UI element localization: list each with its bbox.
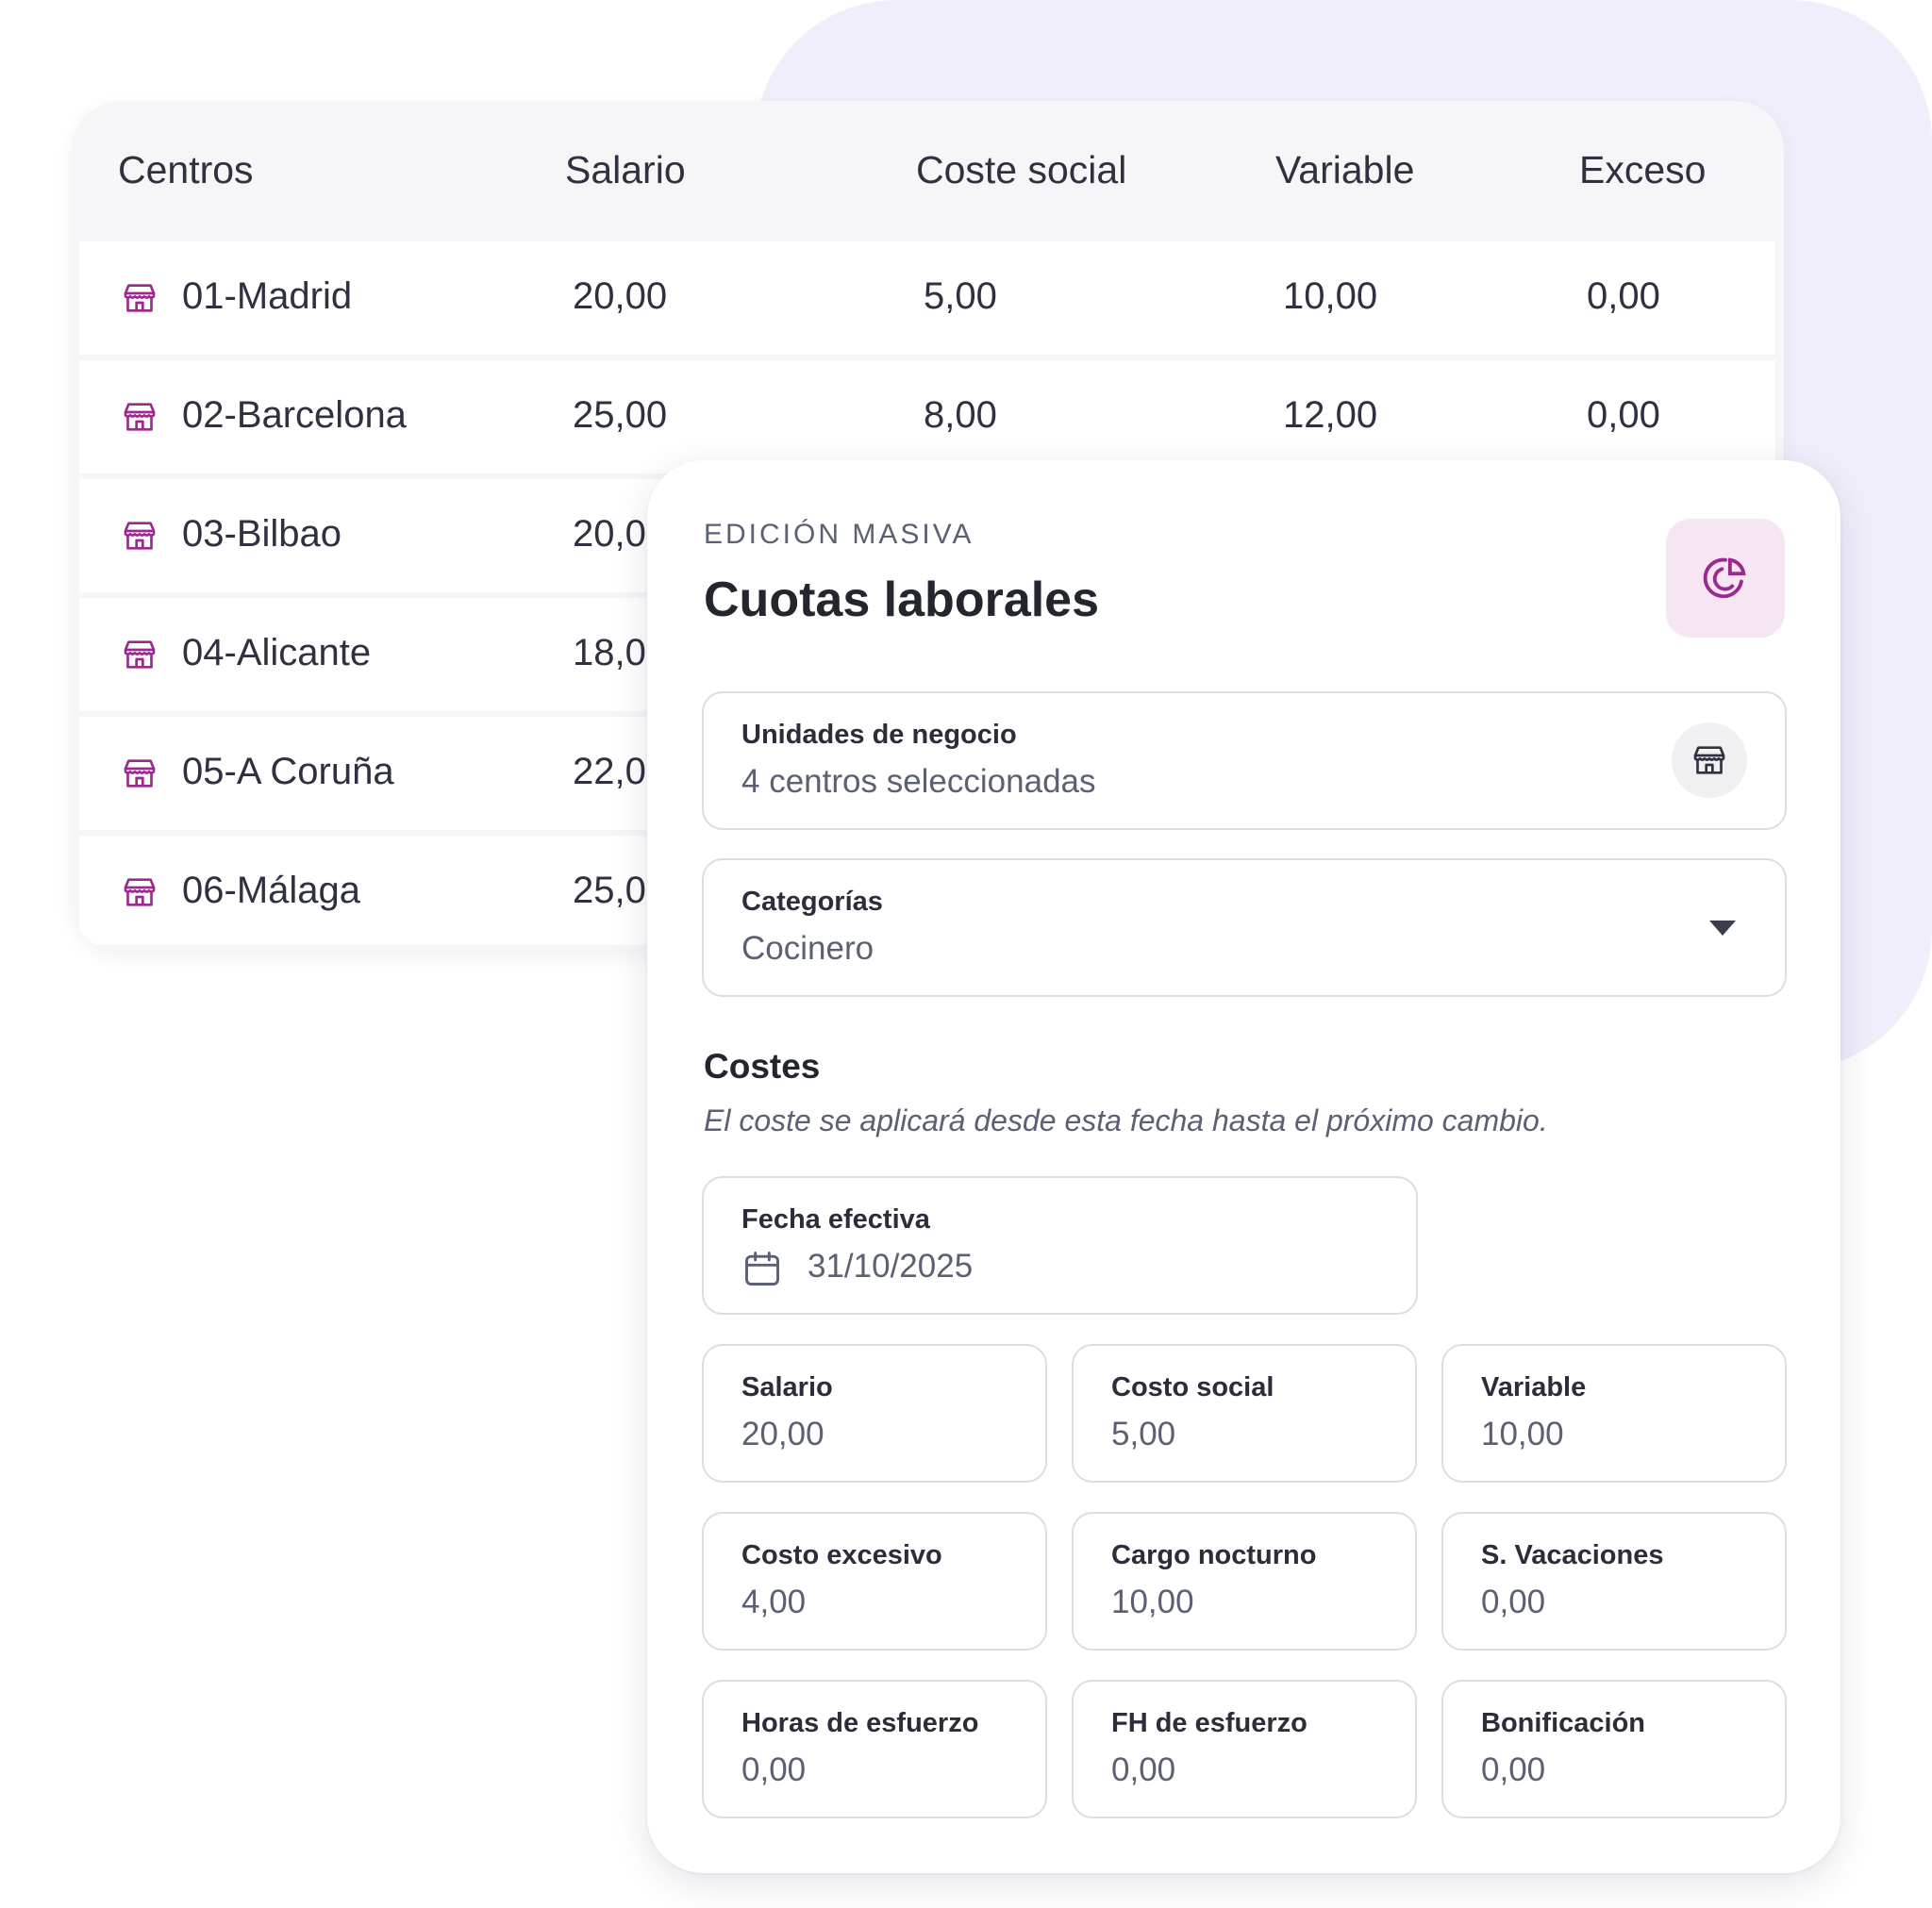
business-units-button[interactable]: [1672, 722, 1747, 798]
cell-variable: 10,00: [1283, 275, 1378, 317]
field-value: 0,00: [1481, 1751, 1546, 1788]
costo-excesivo-field[interactable]: Costo excesivo 4,00: [702, 1512, 1047, 1651]
effective-date-value: 31/10/2025: [808, 1248, 974, 1285]
field-label: S. Vacaciones: [1481, 1540, 1664, 1570]
store-icon: [124, 403, 156, 431]
field-label: Cargo nocturno: [1111, 1540, 1317, 1570]
cell-centro: 02-Barcelona: [182, 394, 407, 436]
panel-eyebrow: EDICIÓN MASIVA: [704, 519, 974, 550]
field-label: Costo excesivo: [741, 1540, 942, 1570]
field-value: 10,00: [1111, 1584, 1194, 1620]
cell-centro: 06-Málaga: [182, 870, 361, 911]
cell-centro: 05-A Coruña: [182, 751, 394, 792]
cell-centro: 04-Alicante: [182, 632, 372, 673]
field-label: FH de esfuerzo: [1111, 1708, 1307, 1738]
brand-button[interactable]: [1666, 519, 1785, 638]
costs-title: Costes: [704, 1047, 821, 1086]
header-variable: Variable: [1275, 148, 1415, 191]
store-icon: [1693, 746, 1725, 774]
store-icon: [124, 878, 156, 906]
categories-value: Cocinero: [741, 930, 874, 967]
header-exceso: Exceso: [1579, 148, 1707, 191]
store-icon: [124, 759, 156, 788]
fh-esfuerzo-field[interactable]: FH de esfuerzo 0,00: [1072, 1680, 1417, 1818]
cell-centro: 03-Bilbao: [182, 513, 342, 555]
panel-title: Cuotas laborales: [704, 572, 1100, 627]
variable-field[interactable]: Variable 10,00: [1441, 1344, 1787, 1483]
field-value: 0,00: [1111, 1751, 1176, 1788]
bulk-edit-panel: EDICIÓN MASIVA Cuotas laborales Unidades…: [647, 460, 1840, 1873]
salario-field[interactable]: Salario 20,00: [702, 1344, 1047, 1483]
chevron-down-icon[interactable]: [1709, 921, 1736, 936]
calendar-icon: [745, 1252, 779, 1286]
field-value: 10,00: [1481, 1416, 1564, 1452]
header-coste-social: Coste social: [916, 148, 1127, 191]
table-header: Centros Salario Coste social Variable Ex…: [72, 101, 1784, 241]
table-row[interactable]: 01-Madrid 20,00 5,00 10,00 0,00: [79, 241, 1775, 355]
field-value: 20,00: [741, 1416, 824, 1452]
costs-subtitle: El coste se aplicará desde esta fecha ha…: [704, 1103, 1548, 1137]
field-value: 5,00: [1111, 1416, 1176, 1452]
cargo-nocturno-field[interactable]: Cargo nocturno 10,00: [1072, 1512, 1417, 1651]
store-icon: [124, 522, 156, 550]
header-centros: Centros: [118, 148, 254, 191]
store-icon: [124, 284, 156, 312]
cell-coste-social: 8,00: [924, 394, 997, 436]
field-label: Salario: [741, 1372, 833, 1402]
cell-coste-social: 5,00: [924, 275, 997, 317]
cell-salario: 20,0: [573, 513, 646, 555]
header-salario: Salario: [565, 148, 686, 191]
categories-label: Categorías: [741, 887, 883, 917]
cell-salario: 22,0(: [573, 751, 659, 792]
costo-social-field[interactable]: Costo social 5,00: [1072, 1344, 1417, 1483]
cell-salario: 20,00: [573, 275, 668, 317]
store-icon: [124, 640, 156, 669]
cell-centro: 01-Madrid: [182, 275, 353, 317]
field-label: Variable: [1481, 1372, 1587, 1402]
business-units-value: 4 centros seleccionadas: [741, 763, 1096, 800]
categories-select[interactable]: Categorías Cocinero: [702, 858, 1787, 997]
field-value: 0,00: [1481, 1584, 1546, 1620]
effective-date-field[interactable]: Fecha efectiva 31/10/2025: [702, 1176, 1418, 1315]
business-units-field[interactable]: Unidades de negocio 4 centros selecciona…: [702, 691, 1787, 830]
cell-variable: 12,00: [1283, 394, 1378, 436]
field-value: 0,00: [741, 1751, 807, 1788]
field-label: Bonificación: [1481, 1708, 1646, 1738]
cell-salario: 25,0(: [573, 870, 659, 911]
vacaciones-field[interactable]: S. Vacaciones 0,00: [1441, 1512, 1787, 1651]
horas-esfuerzo-field[interactable]: Horas de esfuerzo 0,00: [702, 1680, 1047, 1818]
cell-exceso: 0,00: [1587, 394, 1660, 436]
cell-exceso: 0,00: [1587, 275, 1660, 317]
field-label: Horas de esfuerzo: [741, 1708, 979, 1738]
cell-salario: 25,00: [573, 394, 668, 436]
field-label: Costo social: [1111, 1372, 1274, 1402]
bonificacion-field[interactable]: Bonificación 0,00: [1441, 1680, 1787, 1818]
table-row[interactable]: 02-Barcelona 25,00 8,00 12,00 0,00: [79, 360, 1775, 473]
brand-logo-icon: [1703, 557, 1746, 599]
business-units-label: Unidades de negocio: [741, 720, 1017, 750]
field-value: 4,00: [741, 1584, 807, 1620]
effective-date-label: Fecha efectiva: [741, 1204, 930, 1235]
